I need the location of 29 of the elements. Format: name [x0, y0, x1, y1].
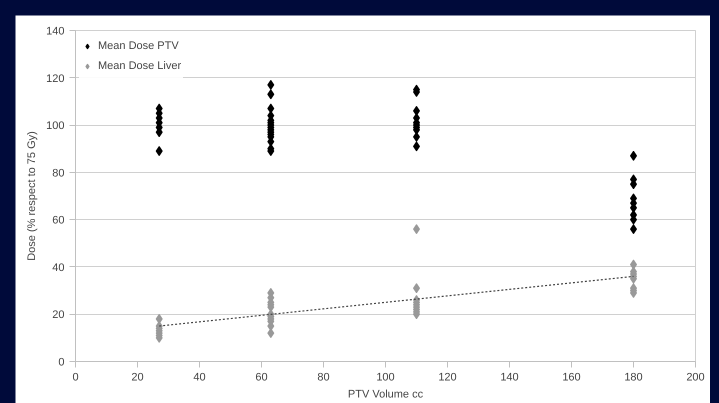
y-tick-label: 0 [58, 356, 65, 368]
point [267, 328, 274, 338]
y-axis-title: Dose (% respect to 75 Gy) [26, 131, 38, 261]
y-tick-label: 20 [52, 309, 65, 322]
y-tick-label: 100 [46, 120, 65, 132]
y-tick-label: 140 [46, 26, 65, 38]
x-tick-label: 120 [438, 372, 457, 384]
point [267, 104, 274, 114]
point [267, 89, 274, 100]
x-tick-label: 180 [624, 372, 643, 384]
x-tick-label: 20 [131, 372, 144, 384]
point [156, 314, 163, 324]
point [267, 80, 274, 90]
x-tick-label: 0 [72, 372, 79, 384]
legend-label: Mean Dose PTV [98, 40, 179, 52]
y-tick-label: 80 [52, 167, 65, 180]
x-tick-label: 60 [255, 372, 268, 384]
x-tick-label: 200 [686, 372, 705, 384]
y-tick-label: 120 [46, 72, 65, 85]
x-axis-title: PTV Volume cc [348, 388, 424, 400]
x-tick-label: 160 [562, 372, 581, 384]
legend-label: Mean Dose Liver [98, 60, 182, 72]
y-tick-label: 40 [52, 262, 65, 274]
y-tick-label: 60 [52, 214, 65, 227]
point [156, 146, 163, 156]
x-tick-label: 140 [500, 372, 519, 384]
x-tick-label: 80 [317, 372, 330, 384]
x-tick-label: 100 [376, 372, 395, 384]
x-tick-label: 40 [193, 372, 206, 384]
